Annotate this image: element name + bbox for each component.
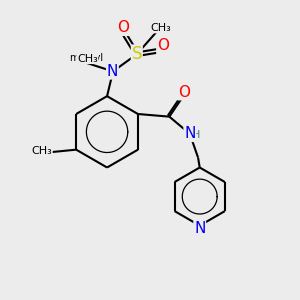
Text: N: N — [194, 221, 206, 236]
Text: O: O — [178, 85, 190, 100]
Text: N: N — [184, 126, 196, 141]
Text: methyl: methyl — [70, 52, 104, 62]
Text: O: O — [157, 38, 169, 53]
Text: CH₃: CH₃ — [32, 146, 52, 156]
Text: H: H — [192, 130, 200, 140]
Text: O: O — [118, 20, 130, 35]
Text: S: S — [131, 45, 142, 63]
Text: CH₃: CH₃ — [77, 53, 98, 64]
Text: N: N — [107, 64, 118, 79]
Text: CH₃: CH₃ — [150, 23, 171, 33]
